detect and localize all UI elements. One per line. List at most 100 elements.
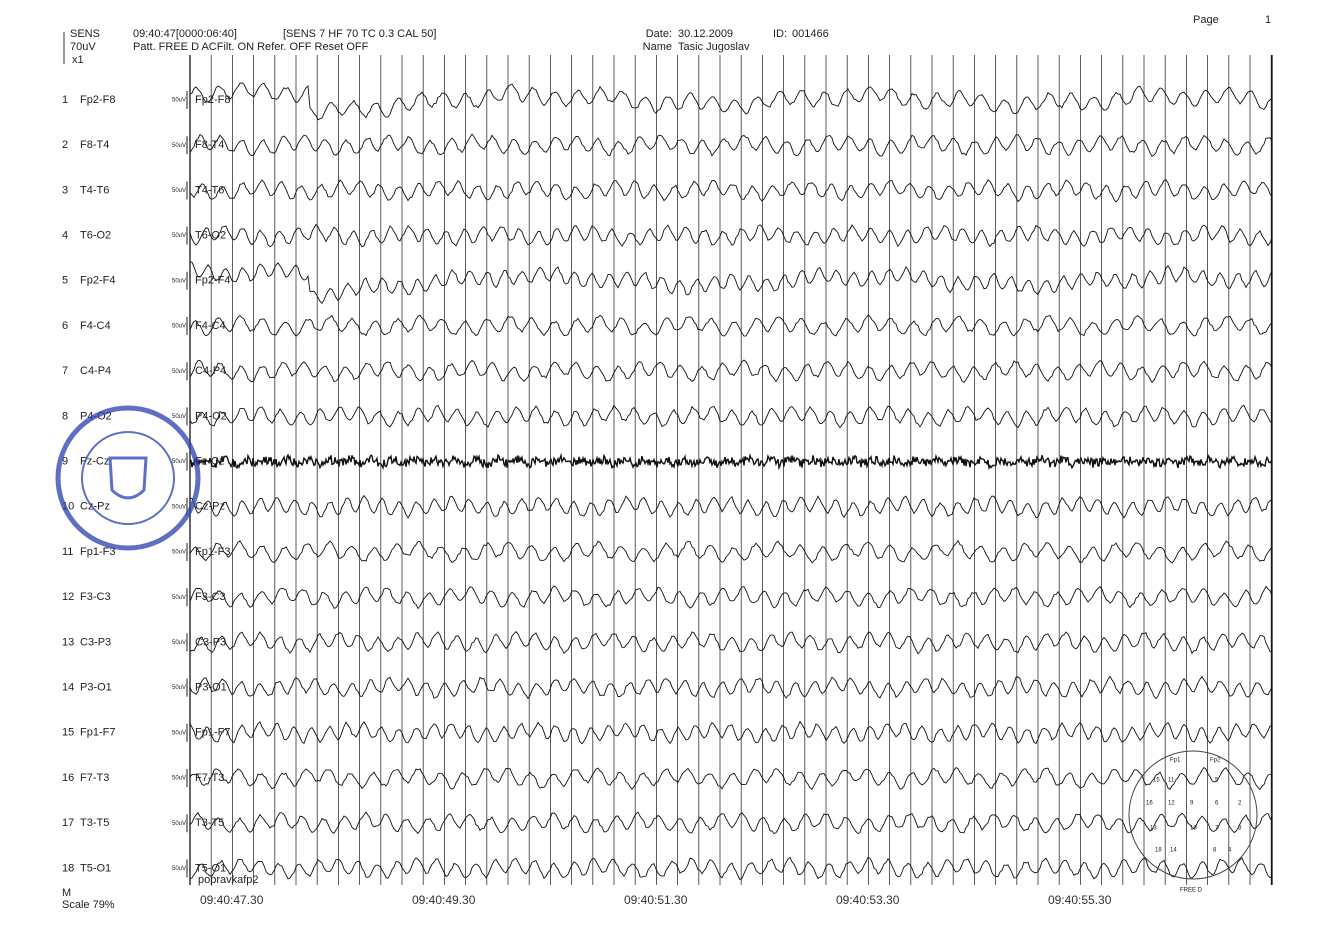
channel-label: Fp1-F7 — [80, 727, 115, 739]
id-label: ID: — [773, 28, 787, 40]
channel-number: 16 — [62, 772, 74, 784]
settings: [SENS 7 HF 70 TC 0.3 CAL 50] — [283, 28, 436, 40]
electrode-number: 9 — [1190, 801, 1194, 807]
pattern: Patt. FREE D ACFilt. ON Refer. OFF Reset… — [133, 41, 369, 53]
channel-number: 11 — [62, 546, 73, 558]
channel-label: Fp2-F8 — [80, 94, 115, 106]
time-label: 09:40:47.30 — [200, 893, 264, 907]
name-label: Name — [643, 41, 672, 53]
channel-label: T4-T6 — [80, 184, 109, 196]
date: 30.12.2009 — [678, 28, 733, 40]
channel-number: 4 — [62, 230, 68, 242]
channel-scale: 50uV — [172, 504, 186, 510]
eeg-trace — [189, 720, 1273, 745]
trace-label: P4-O2 — [195, 410, 227, 422]
montage-diagram: Fp1 Fp2 FREE D 15 11 12 9 6 2 13 10 7 3 18 14 8 4 16 5 — [1128, 750, 1258, 894]
channel-number: 3 — [62, 184, 68, 196]
trace-label: F3-C3 — [195, 591, 226, 603]
montage-name: FREE D — [1180, 888, 1203, 894]
channel-scale: 50uV — [172, 595, 186, 601]
channel-number: 12 — [62, 591, 74, 603]
eeg-trace — [189, 452, 1273, 471]
electrode-number: 4 — [1228, 848, 1232, 854]
sens: SENS — [70, 28, 100, 40]
eeg-trace — [189, 811, 1273, 835]
trace-label: F7-T3 — [195, 772, 224, 784]
trace-label: Fz-Cz — [195, 456, 224, 468]
footer-scale: Scale 79% — [62, 899, 115, 911]
eeg-trace — [189, 585, 1273, 610]
eeg-trace — [189, 404, 1273, 429]
time-grid — [189, 55, 1273, 885]
eeg-trace — [189, 314, 1273, 337]
page-label: Page — [1193, 14, 1219, 26]
eeg-trace — [189, 82, 1273, 121]
gain: x1 — [72, 54, 84, 66]
channel-number: 2 — [62, 139, 68, 151]
electrode-number: 3 — [1238, 826, 1242, 832]
footer-m: M — [62, 887, 71, 899]
montage-left: Fp1 — [1170, 758, 1181, 764]
channel-number: 17 — [62, 817, 74, 829]
channel-scale: 50uV — [172, 821, 186, 827]
record-time: 09:40:47[0000:06:40] — [133, 28, 237, 40]
patient-name: Tasic Jugoslav — [678, 41, 750, 53]
id: 001466 — [792, 28, 829, 40]
channel-labels: 09:40:47.30 09:40:49.30 09:40:51.30 09:40:5… — [62, 91, 1112, 907]
sens-value: 70uV — [70, 41, 96, 53]
channel-scale: 50uV — [172, 414, 186, 420]
montage-right: Fp2 — [1210, 758, 1221, 764]
eeg-trace — [189, 675, 1273, 700]
electrode-number: 8 — [1213, 848, 1217, 854]
channel-scale: 50uV — [172, 730, 186, 736]
trace-label: C4-P4 — [195, 365, 226, 377]
electrode-number: 15 — [1153, 778, 1160, 784]
stamp-ring — [55, 405, 201, 551]
electrode-number: 10 — [1190, 826, 1197, 832]
electrode-number: 6 — [1215, 801, 1219, 807]
channel-scale: 50uV — [172, 776, 186, 782]
channel-label: Fp1-F3 — [80, 546, 115, 558]
trace-label: C3-P3 — [195, 636, 226, 648]
trace-label: T3-T5 — [195, 817, 224, 829]
eeg-trace — [189, 179, 1273, 203]
eeg-trace — [189, 631, 1273, 655]
channel-scale: 50uV — [172, 640, 186, 646]
trace-label: Fp2-F4 — [195, 275, 230, 287]
date-label: Date: — [646, 28, 672, 40]
channel-scale: 50uV — [172, 550, 186, 556]
eeg-trace — [189, 494, 1273, 519]
electrode-number: 11 — [1168, 778, 1175, 784]
channel-scale: 50uV — [172, 459, 186, 465]
channel-number: 9 — [62, 456, 68, 468]
electrode-number: 7 — [1215, 826, 1219, 832]
channel-scale: 50uV — [172, 98, 186, 104]
head-outline — [1128, 750, 1258, 880]
trace-label: T4-T6 — [195, 184, 224, 196]
channel-number: 15 — [62, 727, 74, 739]
eeg-trace — [189, 133, 1273, 158]
trace-label: Fp1-F3 — [195, 546, 230, 558]
channel-scale: 50uV — [172, 233, 186, 239]
time-label: 09:40:49.30 — [412, 893, 476, 907]
eeg-trace — [189, 539, 1273, 564]
channel-label: Fp2-F4 — [80, 275, 115, 287]
channel-label: F3-C3 — [80, 591, 111, 603]
channel-label: T5-O1 — [80, 862, 111, 874]
channel-number: 18 — [62, 862, 74, 874]
time-label: 09:40:53.30 — [836, 893, 900, 907]
trace-label: T5-O1 — [195, 862, 226, 874]
channel-scale: 50uV — [172, 278, 186, 284]
channel-label: T6-O2 — [80, 230, 111, 242]
time-label: 09:40:55.30 — [1048, 893, 1112, 907]
time-label: 09:40:51.30 — [624, 893, 688, 907]
channel-label: T3-T5 — [80, 817, 109, 829]
channel-number: 1 — [62, 94, 68, 106]
trace-label: T6-O2 — [195, 230, 226, 242]
channel-scale: 50uV — [172, 685, 186, 691]
eeg-trace — [189, 359, 1273, 384]
eeg-trace — [189, 261, 1273, 305]
electrode-number: 5 — [1215, 778, 1219, 784]
